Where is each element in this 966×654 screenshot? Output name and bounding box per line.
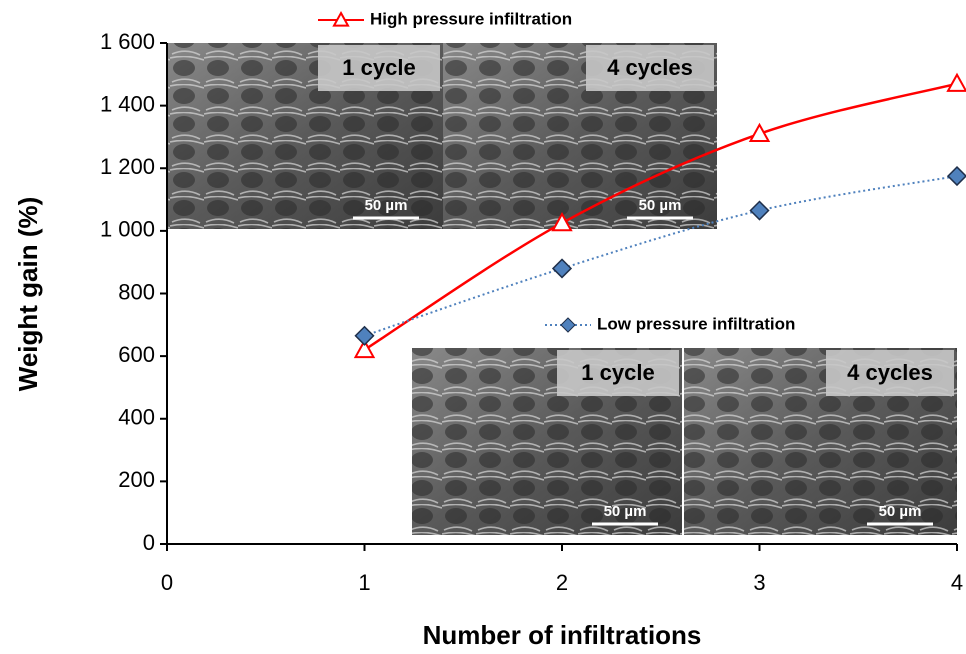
marker xyxy=(751,202,769,220)
y-tick-label: 600 xyxy=(118,342,155,367)
x-tick-label: 3 xyxy=(753,570,765,595)
scale-label: 50 µm xyxy=(639,197,682,214)
x-tick-label: 4 xyxy=(951,570,963,595)
y-tick-label: 0 xyxy=(143,530,155,555)
marker xyxy=(948,75,966,91)
marker xyxy=(356,327,374,345)
inset-label: 1 cycle xyxy=(581,360,654,385)
insets: 1 cycle 50 µm 4 cycles 50 µm 1 cycle 50 µm 4 c… xyxy=(167,43,957,535)
x-axis-title: Number of infiltrations xyxy=(423,620,702,650)
x-tick-label: 0 xyxy=(161,570,173,595)
legend-label: Low pressure infiltration xyxy=(597,314,795,333)
inset-label: 1 cycle xyxy=(342,55,415,80)
inset-label: 4 cycles xyxy=(607,55,693,80)
y-tick-label: 1 400 xyxy=(100,91,155,116)
inset-label: 4 cycles xyxy=(847,360,933,385)
x-tick-label: 1 xyxy=(358,570,370,595)
legend-label: High pressure infiltration xyxy=(370,9,572,28)
scale-label: 50 µm xyxy=(365,197,408,214)
y-tick-label: 400 xyxy=(118,405,155,430)
y-tick-label: 1 000 xyxy=(100,217,155,242)
y-tick-label: 1 600 xyxy=(100,29,155,54)
legend-marker xyxy=(561,318,575,332)
scale-label: 50 µm xyxy=(879,503,922,520)
scale-label: 50 µm xyxy=(604,503,647,520)
y-axis-title: Weight gain (%) xyxy=(13,197,43,392)
marker xyxy=(948,167,966,185)
y-tick-label: 1 200 xyxy=(100,154,155,179)
y-tick-label: 800 xyxy=(118,279,155,304)
x-tick-label: 2 xyxy=(556,570,568,595)
chart: 1 cycle 50 µm 4 cycles 50 µm 1 cycle 50 µm 4 c… xyxy=(0,0,966,654)
marker xyxy=(553,259,571,277)
y-tick-label: 200 xyxy=(118,467,155,492)
